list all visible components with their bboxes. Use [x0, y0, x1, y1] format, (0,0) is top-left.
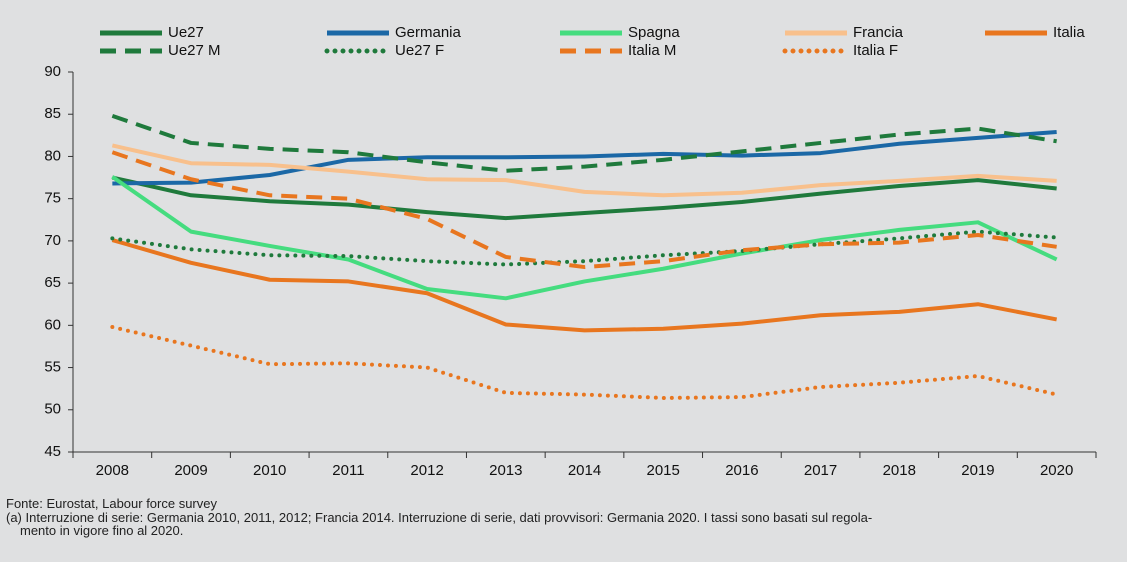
- series-line: [110, 229, 1059, 267]
- legend-label: Ue27 M: [168, 42, 221, 59]
- y-tick-label: 60: [44, 316, 61, 333]
- y-tick-label: 75: [44, 190, 61, 207]
- series-line: [111, 238, 1058, 333]
- footnote: (a) Interruzione di serie: Germania 2010…: [6, 510, 873, 525]
- x-tick-label: 2013: [489, 462, 522, 479]
- series-line: [111, 143, 1057, 198]
- legend-label: Ue27: [168, 24, 204, 41]
- series-line: [111, 175, 1058, 301]
- legend-label: Italia M: [628, 42, 676, 59]
- series-line: [112, 129, 1057, 186]
- series-line: [110, 325, 1059, 400]
- series-line: [111, 150, 1057, 270]
- series-line: [111, 114, 1057, 173]
- footnote: mento in vigore fino al 2020.: [20, 523, 184, 538]
- y-tick-label: 50: [44, 401, 61, 418]
- x-tick-label: 2020: [1040, 462, 1073, 479]
- legend-label: Francia: [853, 24, 904, 41]
- x-tick-label: 2018: [883, 462, 916, 479]
- y-tick-label: 45: [44, 443, 61, 460]
- y-tick-label: 65: [44, 274, 61, 291]
- x-tick-label: 2015: [647, 462, 680, 479]
- legend-label: Spagna: [628, 24, 680, 41]
- series-line: [111, 175, 1057, 221]
- y-tick-label: 85: [44, 105, 61, 122]
- legend-label: Ue27 F: [395, 42, 444, 59]
- x-tick-label: 2016: [725, 462, 758, 479]
- x-tick-label: 2011: [332, 462, 364, 479]
- x-tick-label: 2012: [410, 462, 443, 479]
- legend-label: Italia F: [853, 42, 898, 59]
- x-tick-label: 2014: [568, 462, 601, 479]
- chart: 45 50 55 60 65 70 75 80 85 90 2008 2009 2010 2011 2012…: [44, 24, 1097, 479]
- y-tick-label: 90: [44, 63, 61, 80]
- legend-label: Italia: [1053, 24, 1085, 41]
- legend-label: Germania: [395, 24, 462, 41]
- x-tick-label: 2009: [174, 462, 207, 479]
- y-tick-label: 70: [44, 232, 61, 249]
- x-tick-label: 2017: [804, 462, 837, 479]
- y-tick-label: 80: [44, 147, 61, 164]
- x-tick-label: 2010: [253, 462, 286, 479]
- y-tick-label: 55: [44, 359, 61, 376]
- source: Fonte: Eurostat, Labour force survey: [6, 496, 217, 511]
- x-tick-label: 2008: [96, 462, 129, 479]
- x-tick-label: 2019: [961, 462, 994, 479]
